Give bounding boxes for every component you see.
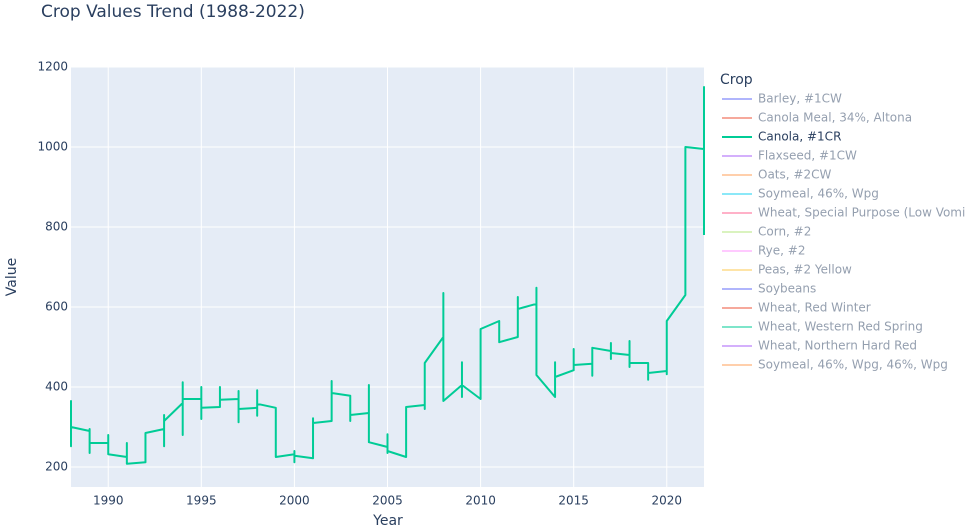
- legend-item[interactable]: Peas, #2 Yellow: [722, 263, 852, 277]
- legend-item[interactable]: Soymeal, 46%, Wpg, 46%, Wpg: [722, 358, 948, 372]
- legend-label: Oats, #2CW: [758, 168, 831, 182]
- legend-label: Rye, #2: [758, 244, 805, 258]
- legend-item[interactable]: Oats, #2CW: [722, 168, 831, 182]
- legend-label: Barley, #1CW: [758, 92, 842, 106]
- legend-item[interactable]: Barley, #1CW: [722, 92, 842, 106]
- x-axis-title: Year: [372, 513, 403, 529]
- y-tick-label: 800: [45, 220, 68, 234]
- legend-item[interactable]: Flaxseed, #1CW: [722, 149, 857, 163]
- legend-title: Crop: [720, 72, 753, 88]
- legend-label: Peas, #2 Yellow: [758, 263, 852, 277]
- line-series: [70, 86, 705, 465]
- x-tick-label: 2000: [279, 494, 310, 508]
- marks: [70, 86, 705, 465]
- legend-label: Wheat, Red Winter: [758, 301, 871, 315]
- x-tick-label: 2005: [372, 494, 403, 508]
- legend-item[interactable]: Wheat, Special Purpose (Low Vomi: [722, 206, 965, 220]
- y-tick-label: 1200: [37, 60, 68, 74]
- legend-item[interactable]: Canola Meal, 34%, Altona: [722, 111, 912, 125]
- y-tick-label: 600: [45, 300, 68, 314]
- y-tick-label: 1000: [37, 140, 68, 154]
- legend-item[interactable]: Corn, #2: [722, 225, 811, 239]
- legend-label: Soybeans: [758, 282, 816, 296]
- legend-label: Flaxseed, #1CW: [758, 149, 857, 163]
- y-tick-label: 200: [45, 460, 68, 474]
- legend-label: Wheat, Northern Hard Red: [758, 339, 917, 353]
- x-tick-label: 2010: [465, 494, 496, 508]
- x-tick-label: 2020: [651, 494, 682, 508]
- y-tick-label: 400: [45, 380, 68, 394]
- legend-item[interactable]: Wheat, Western Red Spring: [722, 320, 923, 334]
- x-tick-label: 1990: [93, 494, 124, 508]
- legend: Barley, #1CW Canola Meal, 34%, Altona Cano…: [722, 92, 965, 372]
- x-tick-label: 2015: [558, 494, 589, 508]
- legend-item[interactable]: Rye, #2: [722, 244, 805, 258]
- chart-title: Crop Values Trend (1988-2022): [41, 2, 305, 22]
- legend-label: Canola, #1CR: [758, 130, 841, 144]
- legend-item[interactable]: Soybeans: [722, 282, 816, 296]
- grid: [71, 66, 704, 487]
- legend-label: Soymeal, 46%, Wpg, 46%, Wpg: [758, 358, 948, 372]
- legend-label: Wheat, Special Purpose (Low Vomi: [758, 206, 965, 220]
- legend-item[interactable]: Wheat, Northern Hard Red: [722, 339, 917, 353]
- legend-item[interactable]: Soymeal, 46%, Wpg: [722, 187, 879, 201]
- legend-item[interactable]: Canola, #1CR: [722, 130, 841, 144]
- legend-label: Wheat, Western Red Spring: [758, 320, 923, 334]
- y-axis-title: Value: [4, 258, 20, 296]
- legend-label: Soymeal, 46%, Wpg: [758, 187, 879, 201]
- legend-label: Corn, #2: [758, 225, 811, 239]
- legend-item[interactable]: Wheat, Red Winter: [722, 301, 871, 315]
- legend-label: Canola Meal, 34%, Altona: [758, 111, 912, 125]
- x-tick-label: 1995: [186, 494, 217, 508]
